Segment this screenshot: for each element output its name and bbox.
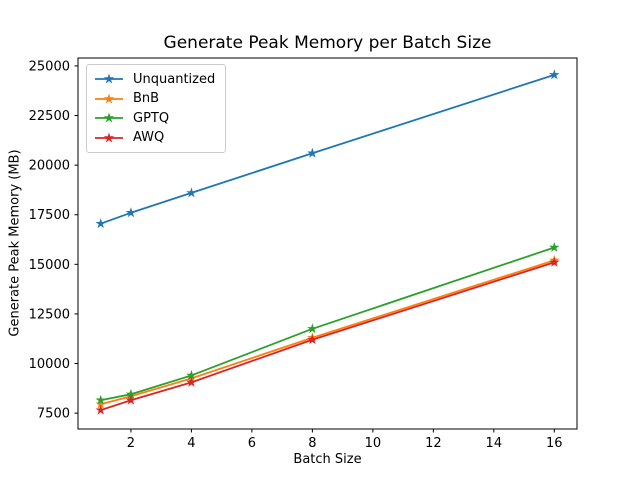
star-marker: [95, 394, 106, 405]
legend-line-sample: [95, 112, 123, 123]
star-marker: [307, 323, 318, 334]
star-marker: [95, 404, 106, 415]
x-tick-label: 4: [187, 436, 195, 451]
legend-label: AWQ: [133, 130, 165, 146]
star-marker: [103, 93, 115, 104]
star-marker: [549, 256, 560, 267]
y-axis: 7500 10000 12500 15000 17500 20000 22500 25000: [29, 59, 78, 422]
star-marker: [186, 376, 197, 387]
y-tick-label: 22500: [29, 109, 70, 124]
x-tick-label: 8: [308, 436, 316, 451]
y-tick-label: 25000: [29, 59, 70, 74]
legend-label: BnB: [133, 91, 160, 107]
star-marker: [125, 388, 137, 399]
legend-label: Unquantized: [133, 71, 216, 87]
legend-item-bnb: BnB: [94, 90, 225, 108]
x-tick-label: 16: [546, 436, 563, 451]
star-marker: [103, 73, 115, 84]
y-tick-label: 12500: [29, 307, 70, 322]
x-tick-label: 14: [486, 436, 503, 451]
x-tick-label: 2: [127, 436, 135, 451]
legend: Unquantized BnB GPTQ AWQ: [86, 64, 226, 153]
legend-label: GPTQ: [133, 110, 170, 126]
series-line: [100, 261, 555, 412]
y-tick-label: 17500: [29, 208, 70, 223]
star-marker: [125, 394, 137, 405]
star-marker: [95, 218, 106, 229]
x-tick-label: 6: [248, 436, 256, 451]
star-marker: [125, 207, 137, 218]
y-tick-label: 20000: [29, 159, 70, 174]
series-unquantized: [95, 69, 560, 229]
star-marker: [549, 69, 560, 80]
legend-line-sample: [95, 93, 123, 104]
series-bnb: [95, 254, 560, 409]
x-tick-label: 10: [365, 436, 382, 451]
star-marker: [549, 241, 560, 252]
chart-title: Generate Peak Memory per Batch Size: [163, 33, 492, 53]
x-axis-label: Batch Size: [293, 452, 362, 467]
x-axis: 2 4 6 8 10 12 14 16: [127, 429, 563, 451]
star-marker: [186, 369, 197, 380]
star-marker: [103, 132, 115, 143]
series-line: [100, 246, 555, 402]
series-gptq: [95, 241, 560, 405]
legend-item-gptq: GPTQ: [94, 109, 225, 127]
y-tick-label: 15000: [29, 258, 70, 273]
legend-item-unquantized: Unquantized: [94, 70, 225, 88]
star-marker: [307, 334, 318, 345]
legend-item-awq: AWQ: [94, 129, 225, 147]
legend-line-sample: [95, 73, 123, 84]
x-tick-label: 12: [425, 436, 442, 451]
star-marker: [95, 398, 106, 409]
y-tick-label: 7500: [37, 407, 70, 422]
y-tick-label: 10000: [29, 357, 70, 372]
axes-spines: [77, 57, 578, 430]
star-marker: [307, 147, 318, 158]
legend-line-sample: [95, 132, 123, 143]
series-awq: [95, 256, 560, 415]
star-marker: [103, 112, 115, 123]
star-marker: [186, 187, 197, 198]
